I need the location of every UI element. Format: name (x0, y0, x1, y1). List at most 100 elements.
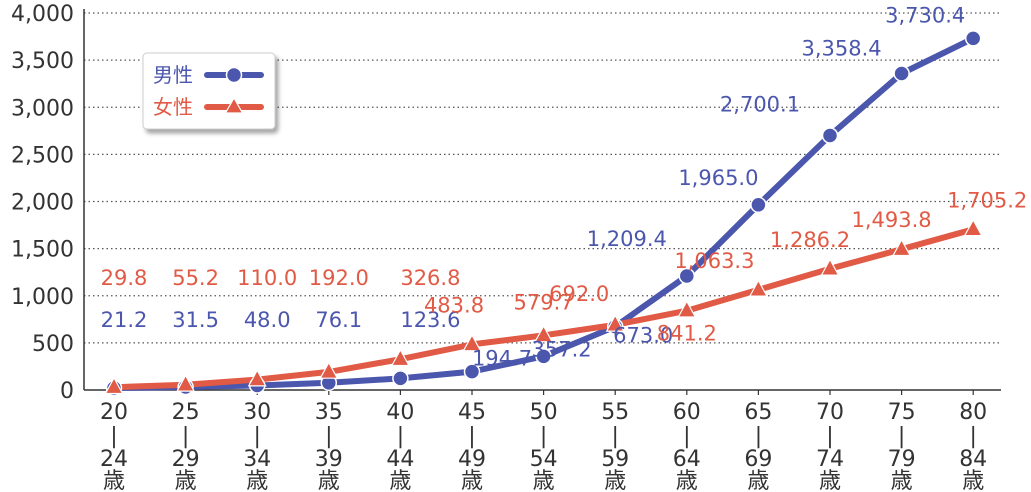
x-tick-start: 55 (601, 400, 629, 425)
x-tick-start: 70 (816, 400, 844, 425)
data-label-female: 192.0 (309, 266, 369, 290)
data-label-female: 1,705.2 (947, 188, 1027, 212)
data-point-female (677, 300, 697, 318)
data-label-male: 1,965.0 (678, 166, 758, 190)
data-label-female: 1,063.3 (674, 249, 754, 273)
data-point-female (892, 238, 912, 257)
data-label-male: 1,209.4 (587, 227, 667, 251)
x-tick-separator: | (110, 424, 117, 449)
data-label-female: 1,493.8 (852, 208, 932, 232)
x-tick-separator: | (826, 424, 833, 449)
x-tick-unit: 歳 (819, 469, 841, 492)
y-tick-label: 2,000 (11, 191, 74, 216)
x-tick-end: 74 (816, 447, 844, 472)
data-label-female: 29.8 (101, 266, 148, 290)
x-tick-unit: 歳 (747, 469, 769, 492)
data-label-female: 579.7 (514, 290, 574, 314)
data-label-male: 673.0 (613, 324, 673, 348)
x-tick-start: 20 (100, 400, 128, 425)
data-point-male (893, 65, 910, 82)
data-label-male: 3,730.4 (885, 3, 965, 27)
x-tick-separator: | (683, 424, 690, 449)
data-label-male: 3,358.4 (802, 36, 882, 60)
data-point-female (390, 348, 410, 367)
y-tick-label: 1,000 (11, 285, 74, 310)
data-label-female: 1,286.2 (770, 228, 850, 252)
x-tick-end: 79 (888, 447, 916, 472)
data-label-male: 48.0 (244, 308, 291, 332)
x-tick-unit: 歳 (533, 469, 555, 492)
x-tick-start: 60 (673, 400, 701, 425)
x-tick-separator: | (468, 424, 475, 449)
x-tick-unit: 歳 (103, 469, 125, 492)
y-tick-label: 2,500 (11, 143, 74, 168)
data-label-male: 31.5 (172, 308, 219, 332)
x-tick-separator: | (969, 424, 976, 449)
x-tick-unit: 歳 (175, 469, 197, 492)
data-label-male: 76.1 (315, 308, 362, 332)
data-point-female (176, 374, 196, 392)
x-tick-unit: 歳 (962, 469, 984, 492)
x-tick-end: 49 (458, 447, 486, 472)
x-tick-unit: 歳 (604, 469, 626, 492)
data-label-female: 110.0 (237, 266, 297, 290)
data-point-male (678, 267, 696, 285)
data-point-male (750, 196, 767, 214)
data-label-male: 357.2 (532, 337, 592, 361)
data-labels: 21.2 31.5 48.0 76.1 123.6 194.7 357.2 673.0 1,20… (101, 3, 1028, 370)
data-point-female (247, 369, 267, 387)
x-tick-unit: 歳 (461, 469, 483, 492)
x-tick-end: 29 (172, 447, 200, 472)
data-point-female (748, 279, 768, 297)
axes: 0 500 1,000 1,500 2,000 2,500 3,000 3,500 4,000 2… (11, 2, 1001, 492)
data-label-male: 21.2 (101, 308, 148, 332)
x-tick-separator: | (397, 424, 404, 449)
data-point-male (535, 348, 552, 365)
x-tick-start: 50 (530, 400, 558, 425)
x-tick-unit: 歳 (318, 469, 340, 492)
data-point-female (319, 361, 339, 379)
legend-marker-circle (225, 66, 243, 84)
data-point-female (820, 258, 840, 276)
y-tick-label: 0 (60, 379, 74, 404)
x-tick-start: 40 (386, 400, 414, 425)
x-tick-start: 75 (888, 400, 916, 425)
data-point-female (605, 314, 625, 332)
x-tick-start: 25 (172, 400, 200, 425)
y-tick-label: 4,000 (11, 2, 74, 27)
x-tick-end: 64 (673, 447, 701, 472)
data-label-female: 692.0 (549, 282, 609, 306)
x-tick-end: 69 (744, 447, 772, 472)
x-tick-end: 24 (100, 447, 128, 472)
x-tick-separator: | (540, 424, 547, 449)
x-tick-unit: 歳 (676, 469, 698, 492)
x-tick-start: 65 (744, 400, 772, 425)
data-point-male (392, 370, 409, 387)
x-tick-end: 44 (386, 447, 414, 472)
x-tick-end: 34 (243, 447, 271, 472)
data-point-female (462, 333, 482, 352)
x-tick-end: 54 (530, 447, 558, 472)
x-tick-start: 45 (458, 400, 486, 425)
data-label-female: 326.8 (400, 266, 460, 290)
x-tick-separator: | (182, 424, 189, 449)
data-label-male: 123.6 (400, 308, 460, 332)
data-label-female: 483.8 (424, 293, 484, 317)
legend-label-male: 男性 (153, 63, 193, 87)
data-label-female: 55.2 (172, 266, 219, 290)
data-point-female (534, 324, 554, 343)
y-tick-label: 3,500 (11, 49, 74, 74)
x-tick-end: 59 (601, 447, 629, 472)
x-tick-end: 84 (959, 447, 987, 472)
data-label-female: 841.2 (657, 322, 717, 346)
legend-label-female: 女性 (153, 95, 193, 119)
x-tick-unit: 歳 (246, 469, 268, 492)
series (104, 30, 983, 397)
data-point-female (963, 218, 983, 237)
data-point-male (821, 127, 839, 144)
data-point-male (463, 363, 481, 380)
x-tick-separator: | (611, 424, 618, 449)
